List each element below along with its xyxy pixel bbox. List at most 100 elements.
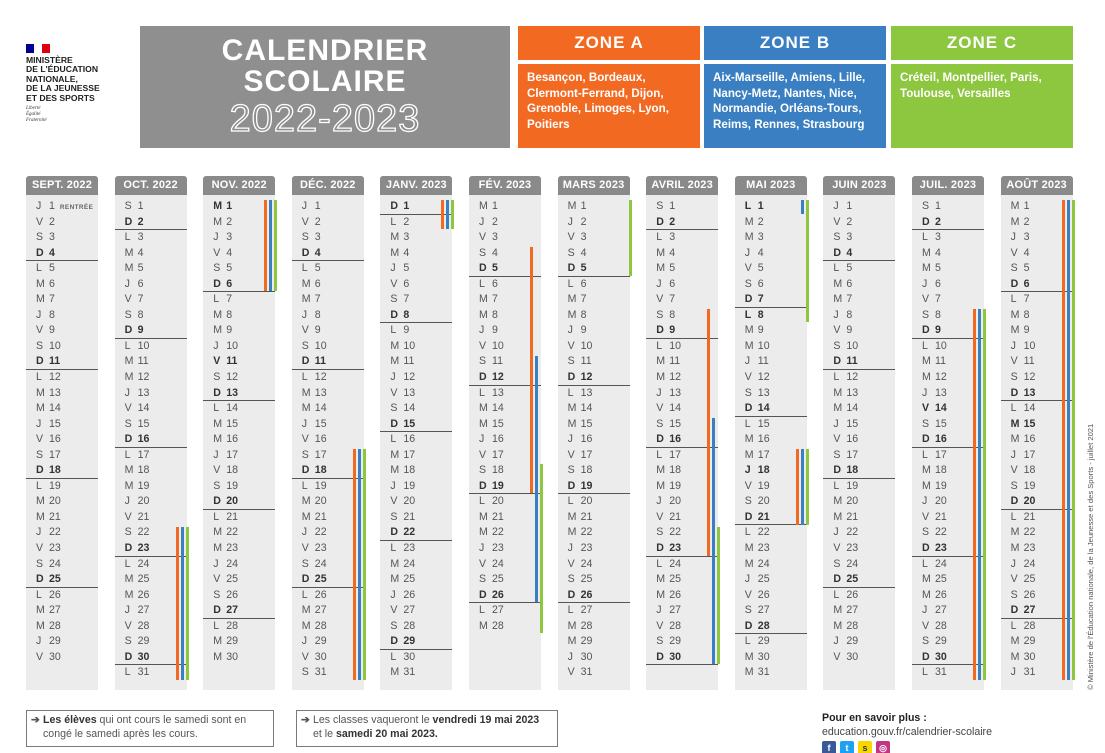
day-number: 28 xyxy=(403,619,416,632)
day-number: 25 xyxy=(669,573,681,586)
calendar-day: V 30 xyxy=(26,650,98,666)
weekday-letter: S xyxy=(213,262,221,275)
day-number: 14 xyxy=(757,402,770,415)
weekday-letter: V xyxy=(922,619,930,632)
month-column: JUIL. 2023 S 1 D 2 L 3 M 4 M 5 J 6 V 7 S 8 D 9 L 10 M 11 M 12 J 13… xyxy=(912,176,986,690)
day-number: 26 xyxy=(580,588,593,601)
twitter-icon[interactable]: t xyxy=(840,741,854,753)
weekday-letter: V xyxy=(390,277,398,290)
weekday-letter: L xyxy=(390,324,397,337)
calendar-day: D 13 xyxy=(1000,386,1073,402)
day-number: 26 xyxy=(403,588,416,601)
day-number: 13 xyxy=(935,386,947,399)
day-number: 18 xyxy=(935,464,947,477)
snapchat-icon[interactable]: s xyxy=(858,741,872,753)
calendar-day: M 15 xyxy=(1001,417,1073,433)
more-info-link[interactable]: education.gouv.fr/calendrier-scolaire xyxy=(822,726,992,738)
weekday-letter: V xyxy=(479,557,487,570)
weekday-letter: V xyxy=(567,231,575,244)
day-number: 7 xyxy=(226,293,233,306)
day-number: 9 xyxy=(669,324,676,337)
day-number: 17 xyxy=(403,448,416,461)
weekday-letter: J xyxy=(390,479,396,492)
calendar-day: J 22 xyxy=(26,525,98,541)
day-number: 13 xyxy=(226,386,238,399)
weekday-letter: D xyxy=(124,542,133,555)
calendar-day: J 27 xyxy=(115,603,187,619)
weekday-letter: M xyxy=(744,339,754,352)
weekday-letter: M xyxy=(1010,417,1020,430)
day-number: 18 xyxy=(846,464,859,477)
calendar-day: V 20 xyxy=(380,494,452,510)
day-number: 15 xyxy=(314,417,327,430)
weekday-letter: S xyxy=(833,448,841,461)
day-number: 17 xyxy=(137,448,150,461)
day-number: 8 xyxy=(669,308,676,321)
day-number: 24 xyxy=(935,557,947,570)
calendar-day: V 28 xyxy=(912,619,984,635)
day-number: 2 xyxy=(49,215,55,228)
weekday-letter: S xyxy=(124,635,132,648)
calendar-day: J 30 xyxy=(558,650,630,666)
calendar-day: J 17 xyxy=(203,448,275,464)
day-number: 21 xyxy=(314,510,327,523)
calendar-day: J 31 xyxy=(1001,665,1073,681)
day-number: 27 xyxy=(49,604,61,617)
calendar-day: L 13 xyxy=(558,386,630,402)
weekday-letter: J xyxy=(390,262,396,275)
calendar-day: V 16 xyxy=(26,432,98,448)
weekday-letter: M xyxy=(301,495,311,508)
day-number: 16 xyxy=(137,433,150,446)
day-number: 3 xyxy=(403,231,410,244)
day-number: 3 xyxy=(137,231,144,244)
day-number: 30 xyxy=(846,650,859,663)
weekday-letter: M xyxy=(390,231,400,244)
calendar-day: S 10 xyxy=(292,339,364,355)
day-number: 31 xyxy=(1023,666,1036,679)
calendar-day: L 20 xyxy=(558,494,630,510)
day-number: 14 xyxy=(935,402,947,415)
day-number: 31 xyxy=(935,666,947,679)
weekday-letter: L xyxy=(744,308,752,321)
day-number: 13 xyxy=(403,386,416,399)
calendar-day: M 30 xyxy=(1001,650,1073,666)
weekday-letter: S xyxy=(567,573,575,586)
day-number: 24 xyxy=(1023,557,1036,570)
calendar-day: V 10 xyxy=(558,339,630,355)
calendar-day: L 27 xyxy=(558,603,630,619)
facebook-icon[interactable]: f xyxy=(822,741,836,753)
calendar-day: D 25 xyxy=(26,572,98,588)
instagram-icon[interactable]: ◎ xyxy=(876,741,890,753)
calendar-day: M 20 xyxy=(26,494,98,510)
weekday-letter: M xyxy=(567,635,577,648)
day-number: 24 xyxy=(492,557,504,570)
weekday-letter: J xyxy=(833,417,839,430)
zone-c-card: ZONE C Créteil, Montpellier, Paris, Toul… xyxy=(891,26,1073,148)
day-number: 3 xyxy=(580,231,587,244)
weekday-letter: J xyxy=(390,371,396,384)
weekday-letter: J xyxy=(1010,231,1016,244)
calendar-day: V 17 xyxy=(469,448,541,464)
day-number: 10 xyxy=(137,339,150,352)
month-header: FÉV. 2023 xyxy=(469,176,541,195)
calendar-day: M 22 xyxy=(1001,525,1073,541)
weekday-letter: V xyxy=(36,433,44,446)
day-number: 23 xyxy=(935,542,947,555)
calendar-day: L 10 xyxy=(115,339,187,355)
calendar-day: L 17 xyxy=(115,448,187,464)
holiday-bar-zone-a xyxy=(175,526,179,681)
day-number: 16 xyxy=(403,433,416,446)
day-number: 21 xyxy=(403,510,416,523)
weekday-letter: S xyxy=(213,371,221,384)
calendar-day: V 17 xyxy=(558,448,630,464)
month-header: JUIN 2023 xyxy=(823,176,896,195)
calendar-day: L 27 xyxy=(469,603,541,619)
calendar-day: D 16 xyxy=(912,432,984,448)
